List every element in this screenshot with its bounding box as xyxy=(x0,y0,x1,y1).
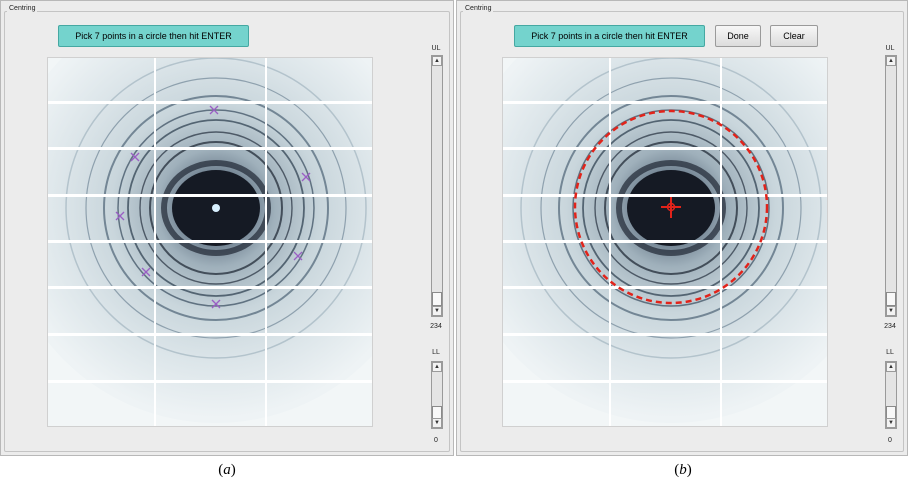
beam-center-edge xyxy=(616,160,726,256)
detector-gap-row xyxy=(48,286,372,289)
detector-gap-row xyxy=(48,194,372,197)
centring-panel-a: Centring Pick 7 points in a circle then … xyxy=(0,0,454,456)
diffraction-ring xyxy=(85,77,347,339)
diffraction-ring xyxy=(65,58,367,359)
diffraction-ring xyxy=(558,95,784,321)
done-button[interactable]: Done xyxy=(715,25,761,47)
diffraction-image[interactable] xyxy=(503,58,828,427)
detector-gap-row xyxy=(503,101,827,104)
diffraction-ring xyxy=(582,119,760,297)
scroll-down-arrow-icon[interactable]: ▼ xyxy=(432,306,442,316)
scroll-up-arrow-icon[interactable]: ▲ xyxy=(886,362,896,372)
detector-gap-row xyxy=(503,194,827,197)
clear-button[interactable]: Clear xyxy=(770,25,818,47)
diffraction-ring xyxy=(149,141,283,275)
ul-value: 234 xyxy=(884,323,896,330)
ll-value: 0 xyxy=(434,437,438,444)
detector-gap-row xyxy=(503,380,827,383)
centring-panel-b: Centring Pick 7 points in a circle then … xyxy=(456,0,908,456)
diffraction-image[interactable] xyxy=(48,58,373,427)
scroll-up-arrow-icon[interactable]: ▲ xyxy=(886,56,896,66)
detector-gap-row xyxy=(503,147,827,150)
detector-gap-row xyxy=(503,286,827,289)
ll-slider[interactable]: ▲ ▼ xyxy=(885,361,897,429)
caption-a: (a) xyxy=(218,462,236,478)
diffraction-image-view[interactable] xyxy=(502,57,828,427)
ul-label: UL xyxy=(431,45,441,52)
diffraction-ring xyxy=(103,95,329,321)
ul-value: 234 xyxy=(430,323,442,330)
cross-marker-icon xyxy=(293,251,303,261)
diffraction-ring xyxy=(139,131,293,285)
diffraction-ring xyxy=(117,109,315,307)
diffraction-image-view[interactable] xyxy=(47,57,373,427)
pick-points-button[interactable]: Pick 7 points in a circle then hit ENTER xyxy=(514,25,705,47)
detector-gap-row xyxy=(48,380,372,383)
group-title: Centring xyxy=(7,5,38,12)
ul-slider-thumb[interactable] xyxy=(432,292,442,306)
detector-gap-row xyxy=(503,240,827,243)
caption-letter: b xyxy=(679,462,687,478)
scroll-up-arrow-icon[interactable]: ▲ xyxy=(432,362,442,372)
detector-gap-row xyxy=(503,333,827,336)
detector-gap-row xyxy=(48,240,372,243)
crosshair-icon xyxy=(661,197,681,218)
ul-slider-thumb[interactable] xyxy=(886,292,896,306)
ll-label: LL xyxy=(432,349,440,356)
caption-b: (b) xyxy=(674,462,692,478)
detector-gap-column xyxy=(720,58,722,426)
fitted-circle xyxy=(573,109,769,305)
group-title: Centring xyxy=(463,5,494,12)
diffraction-ring xyxy=(540,77,802,339)
beam-stop-dot xyxy=(212,204,220,212)
cross-marker-icon xyxy=(301,172,311,182)
cross-marker-icon xyxy=(209,105,219,115)
centring-group-frame xyxy=(460,11,904,452)
ll-label: LL xyxy=(886,349,894,356)
detector-gap-row xyxy=(48,333,372,336)
scroll-down-arrow-icon[interactable]: ▼ xyxy=(886,418,896,428)
ul-slider[interactable]: ▲ ▼ xyxy=(431,55,443,317)
diffraction-ring xyxy=(127,119,305,297)
pick-points-button[interactable]: Pick 7 points in a circle then hit ENTER xyxy=(58,25,249,47)
centring-group-frame xyxy=(4,11,450,452)
detector-gap-column xyxy=(265,58,267,426)
detector-gap-row xyxy=(48,101,372,104)
scroll-down-arrow-icon[interactable]: ▼ xyxy=(886,306,896,316)
ul-label: UL xyxy=(885,45,895,52)
diffraction-ring xyxy=(604,141,738,275)
cross-marker-icon xyxy=(130,152,140,162)
cross-marker-icon xyxy=(211,299,221,309)
detector-gap-column xyxy=(154,58,156,426)
diffraction-ring xyxy=(594,131,748,285)
caption-letter: a xyxy=(223,462,231,478)
ll-value: 0 xyxy=(888,437,892,444)
ll-slider[interactable]: ▲ ▼ xyxy=(431,361,443,429)
detector-gap-column xyxy=(609,58,611,426)
cross-marker-icon xyxy=(141,267,151,277)
ul-slider[interactable]: ▲ ▼ xyxy=(885,55,897,317)
cross-marker-icon xyxy=(115,211,125,221)
diffraction-ring xyxy=(520,58,822,359)
scroll-up-arrow-icon[interactable]: ▲ xyxy=(432,56,442,66)
beam-center-edge xyxy=(161,160,271,256)
detector-gap-row xyxy=(48,147,372,150)
scroll-down-arrow-icon[interactable]: ▼ xyxy=(432,418,442,428)
